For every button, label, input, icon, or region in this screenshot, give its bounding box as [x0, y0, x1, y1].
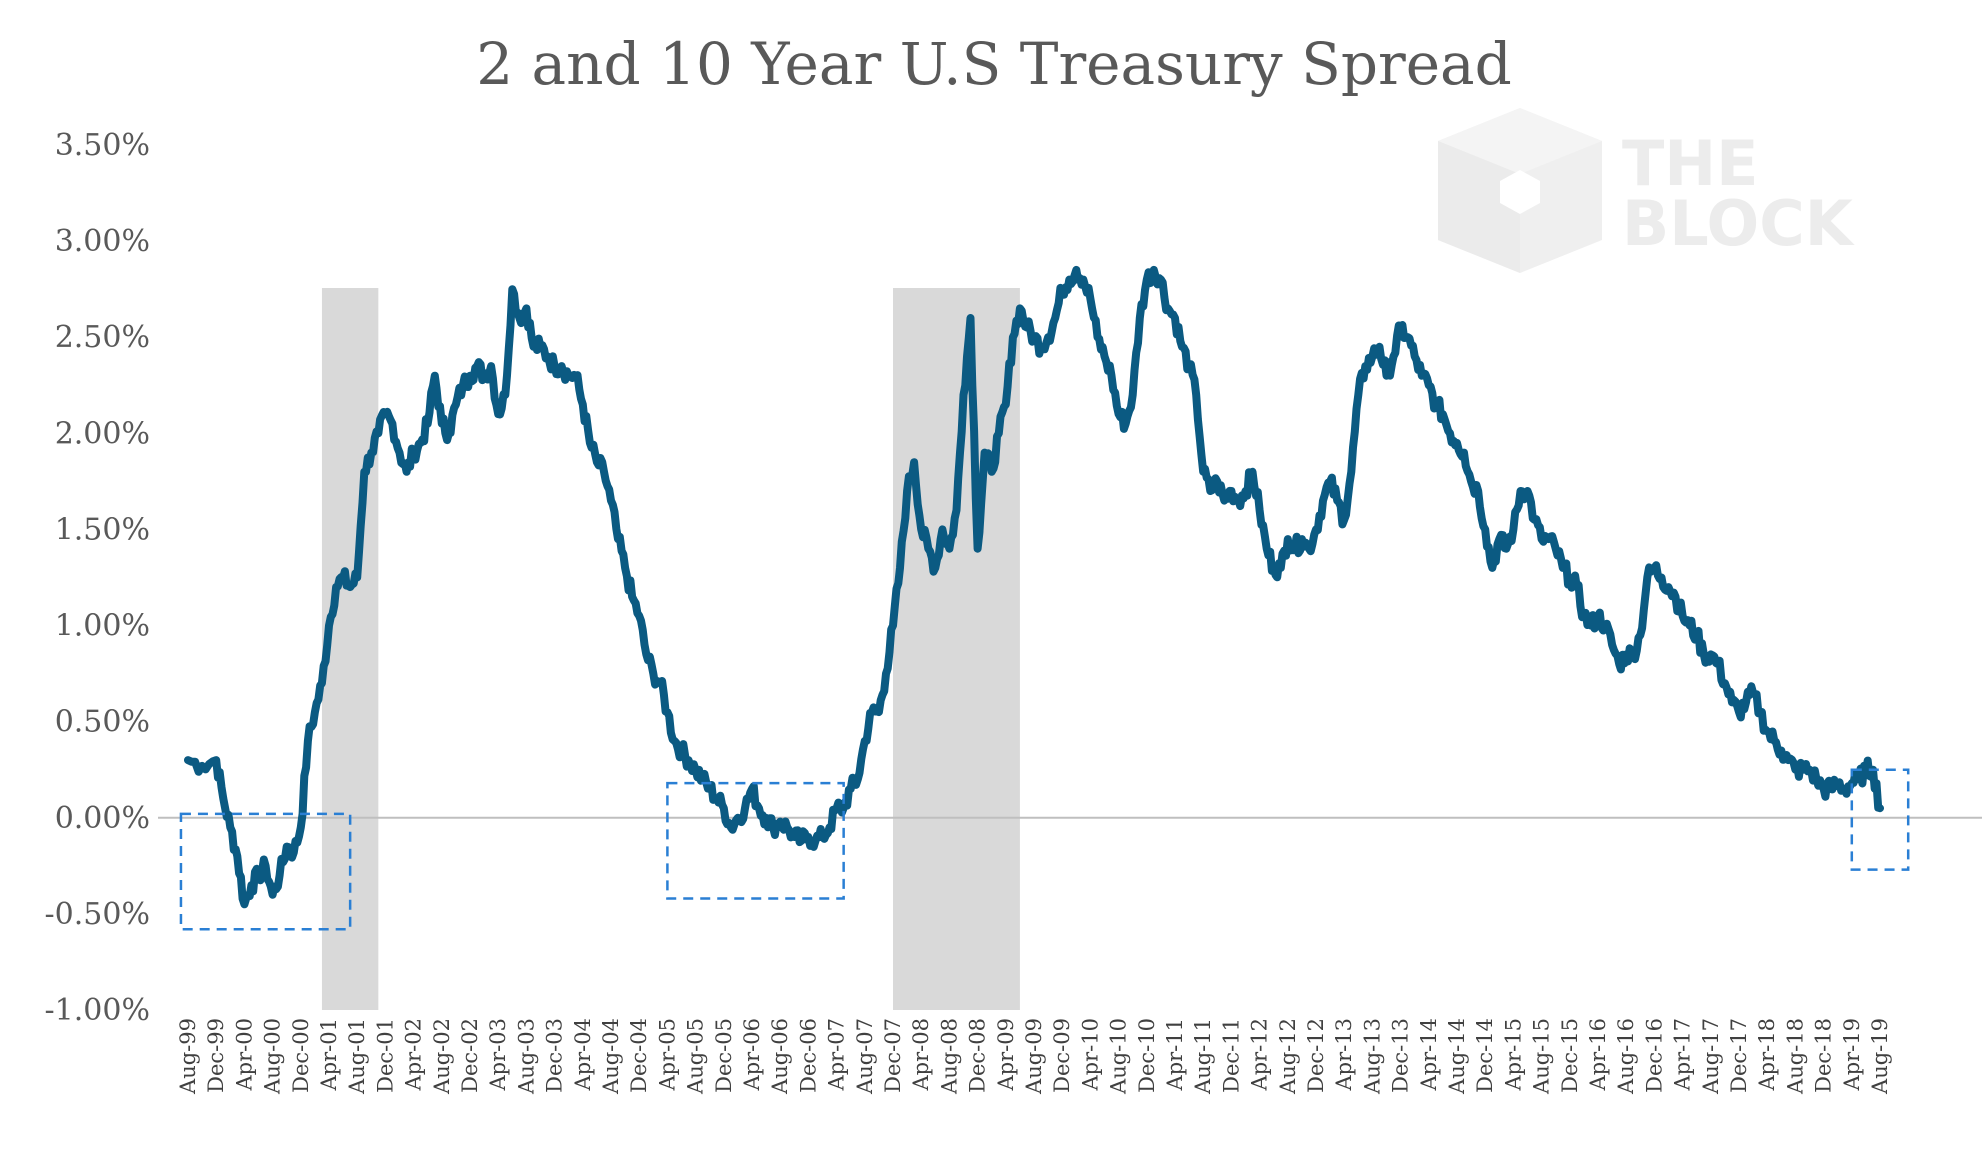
x-tick-label: Dec-06 [796, 1018, 820, 1093]
x-tick-label: Dec-12 [1304, 1018, 1328, 1093]
x-tick-label: Apr-05 [655, 1018, 679, 1091]
x-tick-label: Aug-02 [430, 1018, 454, 1095]
x-tick-label: Aug-10 [1107, 1018, 1131, 1095]
x-tick-label: Dec-99 [204, 1018, 228, 1093]
x-tick-label: Dec-15 [1558, 1018, 1582, 1093]
x-tick-label: Dec-04 [627, 1018, 651, 1093]
watermark-line2: BLOCK [1622, 187, 1855, 260]
y-tick-label: 2.50% [55, 320, 150, 355]
x-tick-label: Dec-11 [1219, 1018, 1243, 1093]
recession-shading-group [321, 288, 1020, 1010]
cube-logo-icon [1438, 108, 1602, 273]
x-tick-label: Aug-08 [937, 1018, 961, 1095]
series-line [184, 265, 1884, 909]
highlight-box-3 [1850, 768, 1910, 871]
x-tick-label: Apr-10 [1078, 1018, 1102, 1091]
chart-title: 2 and 10 Year U.S Treasury Spread [476, 30, 1512, 98]
x-tick-label: Aug-14 [1445, 1018, 1469, 1095]
recession-band-2 [893, 288, 1020, 1010]
highlight-boxes-group [179, 768, 1910, 931]
x-tick-label: Apr-14 [1417, 1018, 1441, 1091]
y-tick-label: 1.50% [55, 512, 150, 547]
x-tick-label: Dec-03 [543, 1018, 567, 1093]
x-tick-label: Aug-01 [345, 1018, 369, 1095]
x-tick-label: Apr-03 [486, 1018, 510, 1091]
x-tick-label: Dec-05 [712, 1018, 736, 1093]
x-tick-label: Dec-08 [966, 1018, 990, 1093]
x-tick-label: Aug-05 [684, 1018, 708, 1095]
y-tick-label: 3.00% [55, 224, 150, 259]
x-tick-label: Apr-15 [1501, 1018, 1525, 1091]
y-tick-label: 0.50% [55, 705, 150, 740]
x-tick-label: Aug-12 [1276, 1018, 1300, 1095]
x-tick-label: Aug-16 [1614, 1018, 1638, 1095]
x-tick-label: Aug-03 [514, 1018, 538, 1095]
x-tick-label: Dec-18 [1812, 1018, 1836, 1093]
x-tick-label: Apr-02 [402, 1018, 426, 1091]
x-tick-label: Apr-18 [1755, 1018, 1779, 1091]
x-tick-label: Dec-00 [289, 1018, 313, 1093]
x-tick-label: Aug-15 [1530, 1018, 1554, 1095]
x-tick-label: Dec-13 [1389, 1018, 1413, 1093]
x-tick-label: Aug-11 [1191, 1018, 1215, 1095]
x-tick-label: Aug-09 [1022, 1018, 1046, 1095]
x-tick-label: Apr-13 [1332, 1018, 1356, 1091]
x-tick-label: Aug-19 [1868, 1018, 1892, 1095]
x-tick-label: Apr-01 [317, 1018, 341, 1091]
x-tick-label: Apr-11 [1163, 1018, 1187, 1091]
x-tick-label: Aug-13 [1360, 1018, 1384, 1095]
y-tick-label: 2.00% [55, 416, 150, 451]
x-tick-label: Dec-02 [458, 1018, 482, 1093]
x-tick-label: Dec-17 [1727, 1018, 1751, 1093]
x-tick-label: Apr-19 [1840, 1018, 1864, 1091]
x-tick-label: Aug-00 [261, 1018, 285, 1095]
x-tick-label: Aug-18 [1783, 1018, 1807, 1095]
watermark: THE BLOCK [1438, 108, 1855, 273]
x-tick-label: Aug-06 [768, 1018, 792, 1095]
x-tick-label: Apr-04 [571, 1018, 595, 1091]
x-tick-label: Apr-17 [1671, 1018, 1695, 1091]
x-tick-label: Dec-14 [1473, 1018, 1497, 1093]
x-tick-label: Apr-16 [1586, 1018, 1610, 1091]
y-tick-label: 1.00% [55, 609, 150, 644]
x-axis: Aug-99 Dec-99 Apr-00 Aug-00 Dec-00 Apr-01 Aug-… [176, 1018, 1892, 1095]
x-tick-label: Aug-07 [853, 1018, 877, 1095]
y-tick-label: 0.00% [55, 801, 150, 836]
x-tick-label: Dec-10 [1135, 1018, 1159, 1093]
x-tick-label: Apr-09 [994, 1018, 1018, 1091]
highlight-box-1 [179, 812, 352, 931]
x-tick-label: Aug-99 [176, 1018, 200, 1095]
x-tick-label: Dec-16 [1642, 1018, 1666, 1093]
x-tick-label: Apr-06 [740, 1018, 764, 1091]
y-axis: 3.50% 3.00% 2.50% 2.00% 1.50% 1.00% 0.50% 0.00%… [45, 128, 150, 1028]
x-tick-label: Apr-08 [909, 1018, 933, 1091]
x-tick-label: Apr-07 [825, 1018, 849, 1091]
watermark-line1: THE [1622, 127, 1759, 200]
x-tick-label: Aug-04 [599, 1018, 623, 1095]
y-tick-label: -1.00% [45, 993, 150, 1028]
x-tick-label: Apr-00 [232, 1018, 256, 1091]
y-tick-label: 3.50% [55, 128, 150, 163]
x-tick-label: Dec-07 [881, 1018, 905, 1093]
x-tick-label: Aug-17 [1699, 1018, 1723, 1095]
highlight-box-2 [666, 781, 845, 900]
x-tick-label: Dec-09 [1050, 1018, 1074, 1093]
x-tick-label: Apr-12 [1248, 1018, 1272, 1091]
y-tick-label: -0.50% [45, 897, 150, 932]
x-tick-label: Dec-01 [373, 1018, 397, 1093]
